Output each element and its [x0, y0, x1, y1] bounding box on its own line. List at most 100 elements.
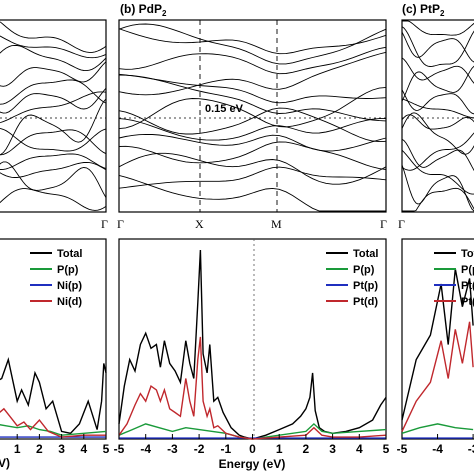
k-label-gamma-2: Γ	[380, 217, 387, 231]
band-line	[118, 86, 387, 130]
band-line	[0, 21, 107, 53]
xlabel-fragment-left: V)	[0, 456, 10, 470]
x-tick-label: 4	[80, 442, 87, 456]
band-line	[0, 128, 107, 152]
band-line	[401, 26, 474, 67]
dos-panel-middle: Total P(p) Pt(p) Pt(d) -5 -4 -3 -2 -1 0 1 2 3 4 5 Ene…	[114, 238, 390, 471]
band-line	[0, 161, 107, 198]
dos-panel-right: Total P(p) Pt(p) Pt(d) -5-4-3-2	[397, 238, 474, 456]
x-tick-label: -2	[194, 442, 205, 456]
x-ticks-middle: -5 -4 -3 -2 -1 0 1 2 3 4 5	[114, 434, 390, 456]
x-tick-label: 1	[14, 442, 21, 456]
x-tick-label: -1	[220, 442, 231, 456]
band-panel-middle: (b) PdP2 0.15 eV Γ X M Γ	[117, 2, 387, 231]
x-tick-label: 3	[58, 442, 65, 456]
band-line	[401, 31, 474, 63]
legend-label: Pt(d)	[461, 296, 474, 308]
band-line	[0, 91, 107, 124]
x-tick-label: -5	[397, 442, 408, 456]
dos-line-total	[118, 249, 387, 440]
legend-label: Total	[461, 248, 474, 260]
k-label-gamma-right: Γ	[398, 217, 405, 231]
band-line	[118, 28, 387, 55]
legend-label: P(p)	[461, 264, 474, 276]
band-line	[118, 133, 387, 152]
band-line	[118, 23, 387, 65]
band-line	[401, 98, 474, 119]
band-panel-left: Γ	[0, 19, 108, 231]
band-curves-middle	[118, 23, 387, 212]
legend-label: Ni(d)	[57, 296, 82, 308]
x-tick-label: -3	[468, 442, 474, 456]
band-curves-left	[0, 21, 107, 211]
band-line	[0, 79, 107, 105]
panel-title-c: (c) PtP2	[402, 2, 445, 18]
k-label-x: X	[195, 217, 204, 231]
band-line	[118, 141, 387, 170]
panel-title-b: (b) PdP2	[120, 2, 167, 18]
band-curves-right	[401, 20, 474, 212]
band-line	[401, 164, 474, 212]
band-line	[118, 166, 387, 189]
band-line	[118, 51, 387, 96]
band-line	[118, 73, 387, 104]
x-tick-label: 5	[383, 442, 390, 456]
legend-label: Pt(p)	[353, 280, 378, 292]
band-line	[118, 74, 387, 122]
band-line	[401, 114, 474, 130]
legend-label: Total	[57, 248, 82, 260]
band-line	[401, 132, 474, 171]
dos-curves-right	[401, 268, 474, 439]
band-line	[0, 153, 107, 170]
k-label-m: M	[271, 217, 282, 231]
dos-line-nid	[0, 407, 106, 438]
x-tick-label: -3	[167, 442, 178, 456]
x-tick-label: 4	[356, 442, 363, 456]
x-tick-label: 2	[36, 442, 43, 456]
band-line	[0, 129, 107, 156]
dos-panel-left: Total P(p) Ni(p) Ni(d) 1 2 3 4 5 V)	[0, 238, 110, 470]
band-line	[0, 35, 107, 59]
dos-curves-left	[0, 357, 107, 438]
x-ticks-left: 1 2 3 4 5	[14, 434, 110, 456]
band-line	[401, 138, 474, 172]
legend-middle: Total P(p) Pt(p) Pt(d)	[326, 248, 378, 308]
band-line	[118, 107, 387, 143]
legend-label: Pt(p)	[461, 280, 474, 292]
k-label-gamma-left: Γ	[101, 217, 108, 231]
dos-line-pp	[0, 424, 107, 436]
band-line	[402, 20, 474, 36]
legend-label: Total	[353, 248, 378, 260]
band-line	[0, 87, 107, 114]
dos-line-total	[401, 268, 474, 421]
x-tick-label: 3	[329, 442, 336, 456]
x-tick-label: 2	[303, 442, 310, 456]
x-tick-label: 0	[249, 442, 256, 456]
band-line	[118, 174, 386, 212]
x-tick-label: -5	[114, 442, 125, 456]
k-label-gamma-1: Γ	[117, 217, 124, 231]
dos-line-ptd	[401, 321, 474, 432]
band-line	[401, 112, 474, 155]
band-line	[118, 152, 387, 185]
band-line	[0, 188, 107, 211]
band-line	[401, 89, 474, 115]
legend-label: Pt(d)	[353, 296, 378, 308]
dos-curves-middle	[118, 249, 387, 440]
band-line	[401, 149, 474, 195]
dos-line-pp	[401, 423, 474, 434]
legend-right: Total P(p) Pt(p) Pt(d)	[434, 248, 474, 308]
band-line	[0, 161, 107, 178]
x-tick-label: 1	[276, 442, 283, 456]
x-tick-label: -4	[140, 442, 151, 456]
band-panel-right: (c) PtP2 Γ	[398, 2, 474, 231]
band-line	[0, 98, 107, 156]
dos-line-total	[0, 357, 107, 435]
band-line	[402, 187, 474, 212]
x-axis-label: Energy (eV)	[219, 457, 286, 471]
band-line	[118, 118, 386, 141]
legend-label: Ni(p)	[57, 280, 82, 292]
band-line	[118, 46, 387, 75]
x-ticks-right: -5-4-3-2	[397, 434, 474, 456]
